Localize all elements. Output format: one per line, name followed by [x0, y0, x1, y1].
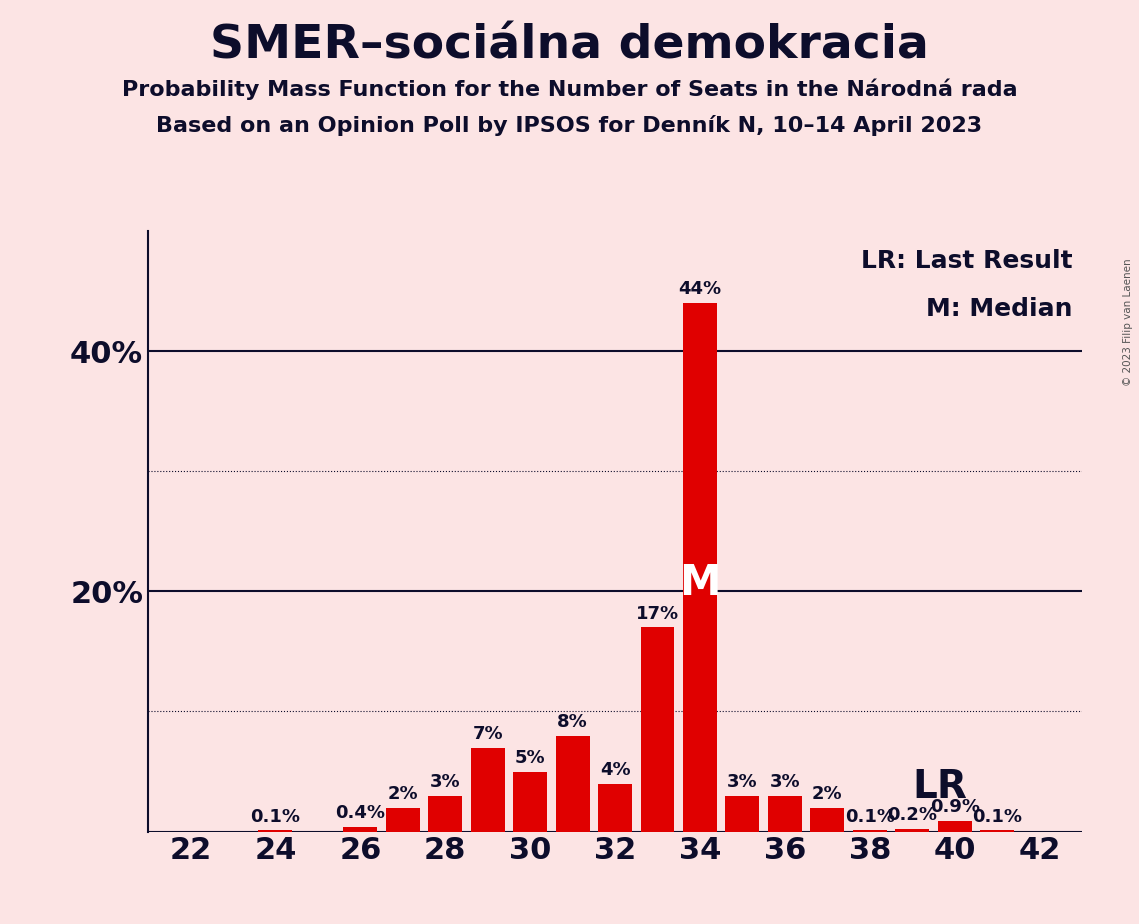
Bar [895, 829, 929, 832]
Bar [428, 796, 462, 832]
Text: 3%: 3% [429, 772, 460, 791]
Text: 2%: 2% [812, 784, 843, 803]
Bar [683, 303, 716, 832]
Text: 0.2%: 0.2% [887, 807, 937, 824]
Bar [768, 796, 802, 832]
Bar [259, 831, 293, 832]
Bar [343, 827, 377, 832]
Text: © 2023 Filip van Laenen: © 2023 Filip van Laenen [1123, 259, 1133, 386]
Text: 4%: 4% [600, 760, 630, 779]
Text: 3%: 3% [727, 772, 757, 791]
Bar [514, 772, 547, 832]
Text: M: M [679, 562, 721, 604]
Text: LR: Last Result: LR: Last Result [861, 249, 1073, 273]
Text: 0.4%: 0.4% [335, 804, 385, 822]
Bar [853, 831, 887, 832]
Text: LR: LR [912, 769, 967, 807]
Bar [810, 808, 844, 832]
Text: Based on an Opinion Poll by IPSOS for Denník N, 10–14 April 2023: Based on an Opinion Poll by IPSOS for De… [156, 116, 983, 137]
Text: 8%: 8% [557, 712, 588, 731]
Text: 0.1%: 0.1% [973, 808, 1022, 826]
Text: 0.1%: 0.1% [845, 808, 895, 826]
Text: 0.1%: 0.1% [251, 808, 301, 826]
Text: 3%: 3% [770, 772, 801, 791]
Text: Probability Mass Function for the Number of Seats in the Národná rada: Probability Mass Function for the Number… [122, 79, 1017, 100]
Text: SMER–sociálna demokracia: SMER–sociálna demokracia [210, 23, 929, 68]
Bar [726, 796, 760, 832]
Text: 0.9%: 0.9% [929, 798, 980, 816]
Text: 17%: 17% [636, 604, 679, 623]
Text: 44%: 44% [679, 280, 721, 298]
Bar [598, 784, 632, 832]
Text: 7%: 7% [473, 724, 503, 743]
Bar [981, 831, 1014, 832]
Bar [470, 748, 505, 832]
Bar [640, 627, 674, 832]
Bar [937, 821, 972, 832]
Text: 2%: 2% [387, 784, 418, 803]
Bar [556, 736, 590, 832]
Text: M: Median: M: Median [926, 298, 1073, 321]
Bar [386, 808, 420, 832]
Text: 5%: 5% [515, 748, 546, 767]
